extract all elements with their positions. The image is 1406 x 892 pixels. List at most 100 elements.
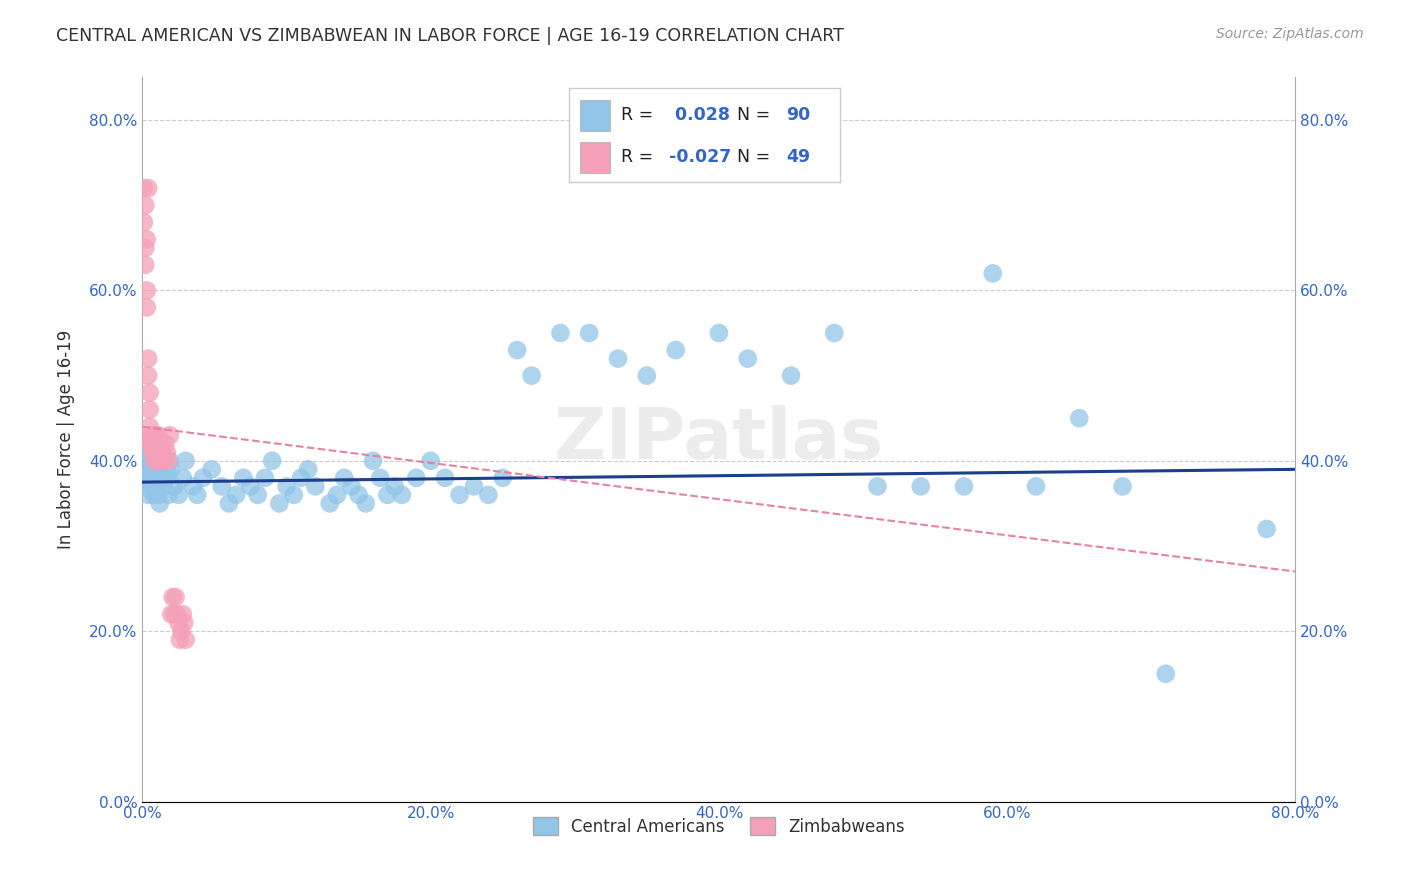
Point: [162, 590, 184, 604]
Point: [550, 326, 572, 340]
Point: [246, 488, 269, 502]
Text: ZIPatlas: ZIPatlas: [554, 405, 884, 474]
Point: [361, 454, 384, 468]
Point: [607, 351, 630, 366]
Point: [506, 343, 529, 357]
Point: [143, 488, 166, 502]
Point: [211, 479, 233, 493]
Point: [132, 215, 155, 229]
Point: [136, 368, 159, 383]
Point: [163, 607, 186, 622]
Point: [636, 368, 658, 383]
Point: [1025, 479, 1047, 493]
Point: [139, 462, 162, 476]
Point: [139, 436, 162, 450]
Point: [134, 241, 156, 255]
Point: [1154, 666, 1177, 681]
Point: [1256, 522, 1278, 536]
Point: [347, 488, 370, 502]
Point: [143, 436, 166, 450]
Point: [148, 479, 170, 493]
Point: [165, 590, 187, 604]
Point: [578, 326, 600, 340]
Point: [136, 181, 159, 195]
Point: [132, 181, 155, 195]
Point: [145, 454, 167, 468]
Point: [145, 428, 167, 442]
Point: [139, 428, 162, 442]
Point: [319, 496, 342, 510]
Point: [1069, 411, 1091, 425]
Y-axis label: In Labor Force | Age 16-19: In Labor Force | Age 16-19: [58, 330, 75, 549]
Point: [134, 454, 156, 468]
Point: [135, 232, 157, 246]
Point: [136, 471, 159, 485]
Point: [143, 471, 166, 485]
Point: [150, 454, 173, 468]
Point: [201, 462, 224, 476]
Point: [290, 471, 312, 485]
Point: [340, 479, 363, 493]
Point: [172, 607, 194, 622]
Point: [166, 607, 188, 622]
Point: [132, 471, 155, 485]
Point: [780, 368, 803, 383]
Point: [135, 284, 157, 298]
Point: [148, 428, 170, 442]
Point: [910, 479, 932, 493]
Point: [141, 445, 163, 459]
Point: [405, 471, 427, 485]
Point: [174, 454, 197, 468]
Point: [136, 488, 159, 502]
Point: [135, 445, 157, 459]
Point: [141, 479, 163, 493]
Point: [141, 428, 163, 442]
Point: [981, 266, 1004, 280]
Point: [167, 615, 190, 630]
Point: [149, 445, 172, 459]
Point: [477, 488, 499, 502]
Point: [172, 471, 194, 485]
Text: CENTRAL AMERICAN VS ZIMBABWEAN IN LABOR FORCE | AGE 16-19 CORRELATION CHART: CENTRAL AMERICAN VS ZIMBABWEAN IN LABOR …: [56, 27, 844, 45]
Point: [181, 479, 204, 493]
Point: [170, 624, 193, 639]
Point: [449, 488, 471, 502]
Point: [138, 385, 160, 400]
Point: [155, 471, 177, 485]
Point: [169, 632, 191, 647]
Point: [146, 436, 169, 450]
Point: [146, 454, 169, 468]
Point: [143, 436, 166, 450]
Point: [866, 479, 889, 493]
Point: [138, 419, 160, 434]
Point: [419, 454, 441, 468]
Point: [391, 488, 413, 502]
Point: [354, 496, 377, 510]
Point: [134, 258, 156, 272]
Point: [186, 488, 208, 502]
Point: [665, 343, 688, 357]
Point: [136, 351, 159, 366]
Point: [149, 496, 172, 510]
Text: Source: ZipAtlas.com: Source: ZipAtlas.com: [1216, 27, 1364, 41]
Point: [139, 436, 162, 450]
Point: [163, 479, 186, 493]
Point: [143, 454, 166, 468]
Point: [157, 488, 180, 502]
Point: [377, 488, 399, 502]
Point: [368, 471, 391, 485]
Point: [269, 496, 291, 510]
Point: [146, 462, 169, 476]
Point: [146, 471, 169, 485]
Point: [134, 198, 156, 212]
Point: [157, 454, 180, 468]
Legend: Central Americans, Zimbabweans: Central Americans, Zimbabweans: [524, 809, 912, 844]
Point: [232, 471, 254, 485]
Point: [150, 471, 173, 485]
Point: [253, 471, 276, 485]
Point: [135, 301, 157, 315]
Point: [148, 488, 170, 502]
Point: [159, 428, 181, 442]
Point: [283, 488, 305, 502]
Point: [159, 454, 181, 468]
